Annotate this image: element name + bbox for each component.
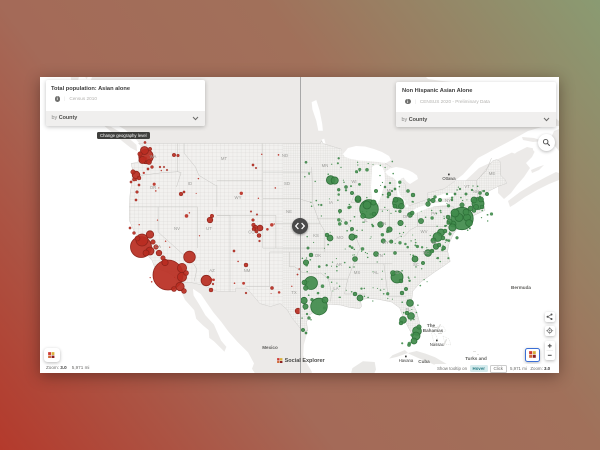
svg-text:MI: MI — [387, 188, 392, 193]
svg-text:IL: IL — [364, 218, 368, 223]
svg-text:KY: KY — [383, 240, 389, 245]
svg-text:Havana: Havana — [399, 358, 414, 363]
svg-text:NV: NV — [174, 226, 180, 231]
svg-text:Nassau: Nassau — [430, 342, 445, 347]
svg-text:WY: WY — [235, 195, 242, 200]
svg-text:GA: GA — [395, 270, 401, 275]
svg-text:Mexico: Mexico — [262, 345, 278, 350]
svg-text:Bahamas: Bahamas — [423, 328, 444, 333]
svg-text:The: The — [427, 323, 436, 328]
svg-text:Ottawa: Ottawa — [442, 176, 456, 181]
svg-text:NM: NM — [244, 268, 251, 273]
svg-text:LA: LA — [333, 286, 338, 291]
svg-text:Cuba: Cuba — [418, 359, 430, 364]
svg-text:MO: MO — [337, 235, 345, 240]
svg-text:VA: VA — [431, 240, 437, 245]
svg-text:IA: IA — [329, 200, 333, 205]
svg-text:Bermuda: Bermuda — [511, 285, 531, 290]
svg-text:OH: OH — [403, 214, 409, 219]
svg-text:Turks and: Turks and — [465, 356, 487, 361]
svg-text:CO: CO — [248, 229, 255, 234]
svg-text:VT: VT — [464, 184, 470, 189]
svg-text:WI: WI — [351, 179, 356, 184]
svg-text:CA: CA — [155, 244, 161, 249]
svg-text:AR: AR — [336, 262, 342, 267]
svg-text:NE: NE — [286, 209, 292, 214]
svg-text:TX: TX — [291, 290, 297, 295]
svg-text:FL: FL — [405, 307, 411, 312]
svg-text:IN: IN — [382, 221, 386, 226]
svg-text:MN: MN — [322, 163, 329, 168]
svg-text:TN: TN — [377, 253, 383, 258]
svg-text:ND: ND — [282, 153, 288, 158]
svg-text:ID: ID — [188, 181, 192, 186]
svg-text:WA: WA — [150, 154, 157, 159]
svg-text:MT: MT — [221, 156, 228, 161]
svg-text:ME: ME — [489, 171, 496, 176]
svg-text:NY: NY — [445, 198, 451, 203]
svg-text:KS: KS — [313, 233, 319, 238]
svg-text:SD: SD — [284, 181, 290, 186]
svg-text:WV: WV — [421, 229, 428, 234]
svg-text:NC: NC — [423, 250, 429, 255]
svg-text:NH: NH — [473, 189, 479, 194]
svg-text:PA: PA — [431, 211, 437, 216]
svg-text:SC: SC — [413, 262, 419, 267]
svg-text:AZ: AZ — [209, 268, 215, 273]
svg-text:AL: AL — [373, 270, 379, 275]
svg-text:OK: OK — [315, 253, 321, 258]
svg-text:UT: UT — [206, 226, 212, 231]
svg-text:OR: OR — [150, 185, 156, 190]
svg-text:MS: MS — [354, 270, 361, 275]
